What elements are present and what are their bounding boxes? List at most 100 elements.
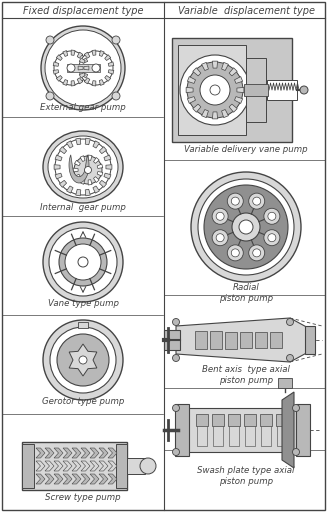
Polygon shape [72,461,81,471]
Bar [267,80,297,100]
Circle shape [253,197,261,205]
Polygon shape [56,55,62,60]
Polygon shape [90,448,99,458]
Bar [296,404,310,456]
Circle shape [300,86,308,94]
Polygon shape [81,474,90,484]
Polygon shape [213,112,217,119]
Bar [229,426,239,446]
Polygon shape [93,177,99,182]
Circle shape [216,212,224,220]
Circle shape [67,64,75,72]
Text: Variable delivery vane pump: Variable delivery vane pump [184,145,308,155]
Circle shape [92,64,100,72]
Bar [245,426,255,446]
Polygon shape [193,68,201,76]
Polygon shape [104,155,111,161]
Bar [172,38,292,142]
Ellipse shape [48,136,118,198]
Polygon shape [80,179,85,184]
Polygon shape [282,392,294,468]
Circle shape [79,356,87,364]
Polygon shape [108,62,114,66]
Text: Variable  displacement type: Variable displacement type [177,6,315,16]
Bar [260,414,272,426]
Polygon shape [93,141,99,148]
Circle shape [65,244,101,280]
Polygon shape [69,155,89,183]
Circle shape [253,249,261,257]
Polygon shape [82,58,88,63]
Polygon shape [99,474,108,484]
Polygon shape [105,75,111,81]
Polygon shape [88,155,92,160]
Circle shape [54,51,88,85]
Circle shape [204,185,288,269]
Polygon shape [93,158,99,163]
Polygon shape [90,461,99,471]
Polygon shape [222,62,228,71]
Polygon shape [67,186,73,193]
Bar [22,444,34,488]
Bar [225,331,237,349]
Polygon shape [97,172,103,176]
Polygon shape [229,68,237,76]
Bar [270,332,282,348]
Polygon shape [99,146,107,154]
Circle shape [212,208,228,224]
Bar [278,378,292,388]
Polygon shape [186,88,193,93]
Circle shape [55,139,111,195]
Polygon shape [84,78,90,84]
Polygon shape [55,173,62,179]
Polygon shape [36,474,45,484]
Bar [276,414,288,426]
Circle shape [227,245,243,261]
Text: Fixed displacement type: Fixed displacement type [23,6,143,16]
Polygon shape [54,165,60,169]
Polygon shape [71,50,75,55]
Text: Screw type pump: Screw type pump [45,493,121,501]
Polygon shape [69,344,97,376]
Bar [164,330,180,350]
Circle shape [231,197,239,205]
Polygon shape [54,461,63,471]
Polygon shape [213,61,217,68]
Text: Internal  gear pump: Internal gear pump [40,203,126,212]
Bar [244,84,268,96]
Circle shape [210,85,220,95]
Polygon shape [85,189,90,196]
Bar [277,426,287,446]
Circle shape [249,193,265,209]
Circle shape [180,55,250,125]
Circle shape [59,238,107,286]
Bar [305,326,315,354]
Circle shape [216,233,224,242]
Bar [67,64,100,72]
Polygon shape [84,66,89,70]
Bar [261,426,271,446]
Bar [240,332,252,348]
Polygon shape [45,474,54,484]
Circle shape [293,404,299,412]
Circle shape [140,458,156,474]
Polygon shape [99,79,104,86]
Circle shape [268,212,276,220]
Polygon shape [81,461,90,471]
Circle shape [78,257,88,267]
Circle shape [74,156,102,184]
Polygon shape [193,104,201,112]
Circle shape [286,354,294,361]
Polygon shape [108,448,117,458]
Polygon shape [105,55,111,60]
Circle shape [57,334,109,386]
Polygon shape [93,186,99,193]
Polygon shape [36,461,45,471]
Polygon shape [99,180,107,187]
Circle shape [231,249,239,257]
Polygon shape [187,77,195,83]
Polygon shape [222,110,228,118]
Circle shape [173,354,179,361]
Circle shape [43,222,123,302]
Polygon shape [53,70,59,74]
